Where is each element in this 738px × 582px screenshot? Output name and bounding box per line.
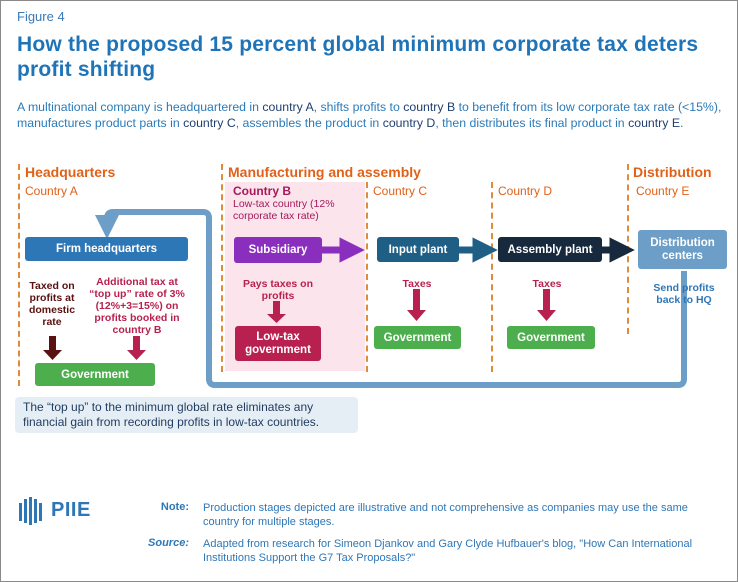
divider-headquarters: [18, 164, 20, 386]
intro-country-b: country B: [403, 100, 456, 114]
section-title-headquarters: Headquarters: [25, 164, 116, 180]
subsidiary-box: Subsidiary: [234, 237, 322, 263]
source-text: Adapted from research for Simeon Djankov…: [203, 538, 693, 564]
intro-country-a: country A: [262, 100, 314, 114]
low-tax-government-box: Low-tax government: [235, 326, 321, 361]
taxes-d-label: Taxes: [532, 278, 562, 290]
down-arrow-subsidiary-taxes: [267, 301, 286, 323]
piie-logo-icon: [19, 497, 42, 525]
additional-tax-label: Additional tax at “top up” rate of 3% (1…: [89, 276, 185, 336]
country-c-label: Country C: [373, 184, 428, 198]
send-profits-label: Send profits back to HQ: [653, 282, 715, 306]
divider-country-d: [491, 182, 493, 372]
section-title-distribution: Distribution: [633, 164, 712, 180]
note-label: Note:: [160, 501, 189, 513]
country-e-label: Country E: [636, 184, 690, 198]
intro-country-d: country D: [382, 116, 436, 130]
intro-country-e: country E: [628, 116, 681, 130]
section-title-manufacturing: Manufacturing and assembly: [228, 164, 421, 180]
intro-country-c: country C: [183, 116, 236, 130]
taxed-domestic-label: Taxed on profits at domestic rate: [28, 280, 76, 328]
firm-headquarters-box: Firm headquarters: [25, 237, 188, 261]
pays-taxes-label: Pays taxes on profits: [242, 278, 314, 302]
assembly-plant-arrow: [601, 237, 635, 263]
down-arrow-topup: [127, 336, 146, 360]
down-arrow-domestic: [43, 336, 62, 360]
intro-part-3: to benefit from its low corporate tax ra…: [17, 100, 722, 130]
intro-part-2: , shifts profits to: [313, 100, 404, 114]
government-d-box: Government: [507, 326, 595, 349]
down-arrow-taxes-d: [537, 289, 556, 321]
divider-manufacturing: [221, 164, 223, 372]
distribution-centers-box: Distribution centers: [638, 230, 727, 269]
note-text: Production stages depicted are illustrat…: [203, 502, 688, 528]
subsidiary-arrow: [321, 237, 365, 263]
country-a-label: Country A: [25, 184, 78, 198]
return-loop-arrow: [95, 209, 687, 388]
intro-part-4: , assembles the product in: [235, 116, 383, 130]
intro-text: A multinational company is headquartered…: [17, 99, 729, 131]
intro-part-6: .: [680, 116, 684, 130]
country-b-title: Country B: [233, 184, 291, 198]
taxes-c-label: Taxes: [402, 278, 432, 290]
piie-logo-text: PIIE: [51, 499, 91, 521]
input-plant-box: Input plant: [377, 237, 459, 262]
intro-part-1: A multinational company is headquartered…: [17, 100, 263, 114]
figure-title: How the proposed 15 percent global minim…: [17, 33, 699, 81]
callout-box: The “top up” to the minimum global rate …: [15, 397, 358, 433]
intro-part-5: , then distributes its final product in: [435, 116, 629, 130]
down-arrow-taxes-c: [407, 289, 426, 321]
assembly-plant-box: Assembly plant: [498, 237, 602, 262]
country-b-subtitle: Low-tax country (12% corporate tax rate): [233, 198, 335, 222]
input-plant-arrow: [458, 237, 498, 263]
government-hq-box: Government: [35, 363, 155, 386]
figure-label: Figure 4: [17, 9, 65, 24]
country-d-label: Country D: [498, 184, 553, 198]
government-c-box: Government: [374, 326, 461, 349]
divider-country-c: [366, 182, 368, 372]
source-label: Source:: [148, 537, 189, 549]
